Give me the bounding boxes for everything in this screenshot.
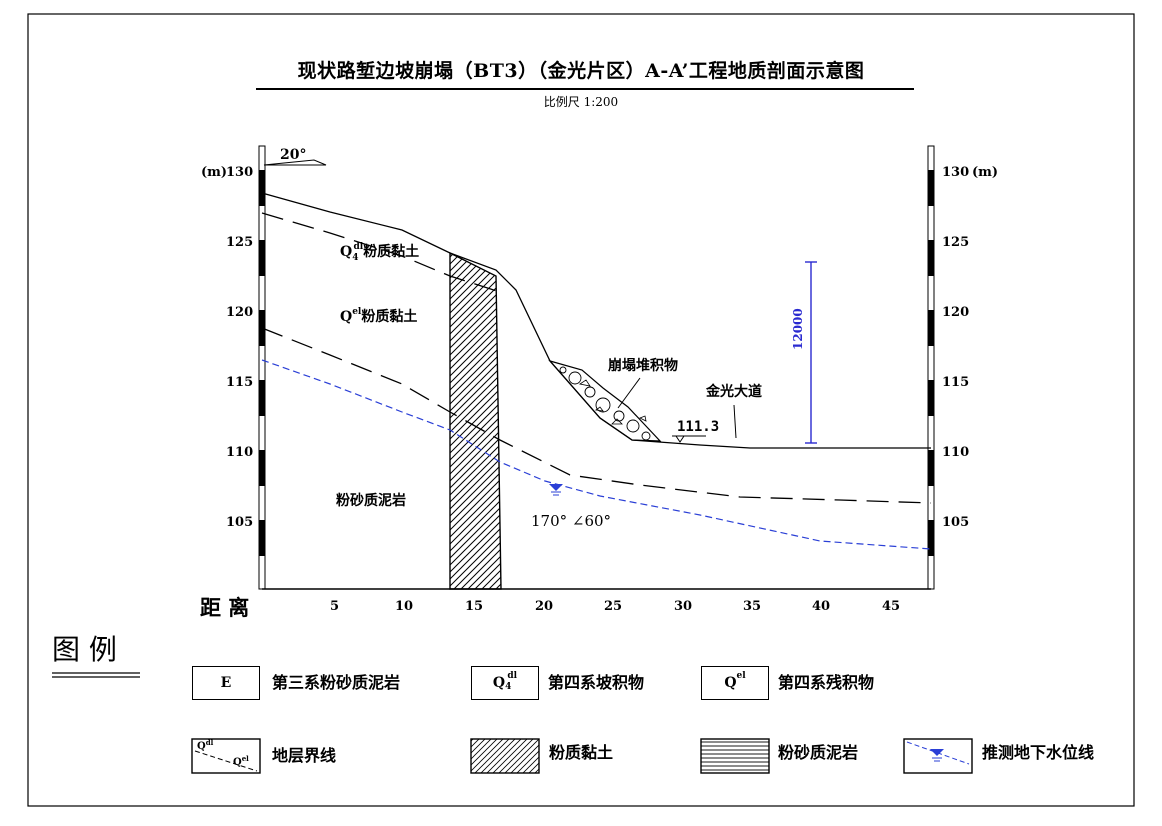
- collapse-deposit: [548, 359, 662, 442]
- legend-clay-symbol: [470, 738, 540, 774]
- ground-surface: [261, 192, 931, 449]
- silty-clay-column: [449, 251, 502, 590]
- right-elevation-ruler: [927, 145, 935, 590]
- qel-mudstone-boundary: [261, 327, 932, 504]
- slope-direction-arrow: [263, 159, 327, 166]
- left-elevation-ruler: [258, 145, 266, 590]
- legend-mudstone-symbol: [700, 738, 770, 774]
- water-level-symbol: [549, 484, 563, 496]
- drawing-frame: [27, 13, 1135, 807]
- qdl-qel-boundary: [261, 212, 501, 293]
- height-dimension: [805, 261, 817, 444]
- legend-water-symbol: [903, 738, 973, 774]
- collapse-leader: [617, 377, 641, 409]
- road-leader: [733, 404, 737, 439]
- groundwater-line: [261, 359, 932, 550]
- road-elevation-marker: [672, 435, 706, 443]
- legend-boundary-symbol: [191, 738, 261, 774]
